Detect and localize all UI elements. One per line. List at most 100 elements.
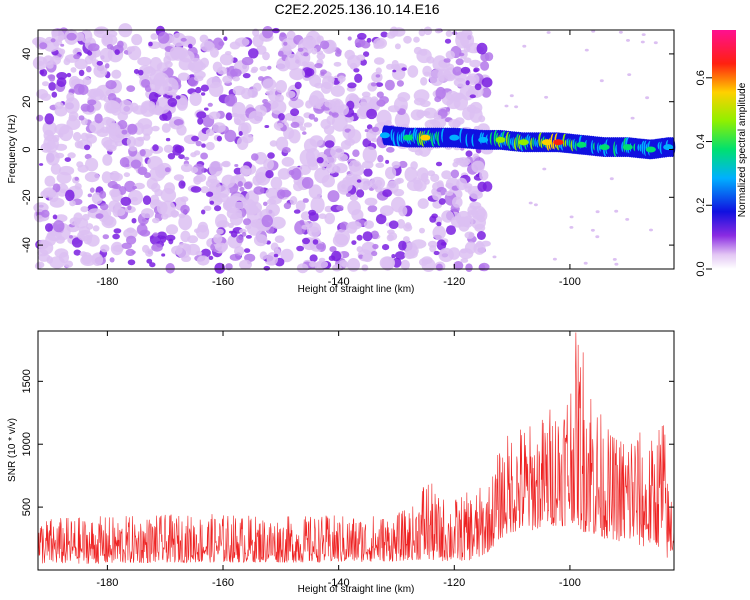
spectrogram-noise-cell (109, 257, 115, 263)
spectrogram-noise-cell (139, 149, 146, 157)
spectrogram-noise-cell (336, 49, 342, 54)
spectrogram-noise-cell (452, 66, 463, 76)
spectrogram-noise-cell (320, 81, 332, 94)
spectrogram-noise-cell (96, 60, 104, 66)
spectrogram-noise-cell (446, 225, 456, 236)
spectrogram-noise-cell (84, 153, 92, 160)
spectrogram-noise-cell (78, 69, 85, 77)
spectrogram-noise-cell (473, 125, 480, 131)
spectrogram-noise-cell (183, 243, 192, 252)
spectrogram-noise-cell (289, 68, 305, 81)
spectrogram-noise-cell (308, 113, 315, 120)
spectrogram-noise-cell (190, 61, 206, 72)
spectrogram-noise-cell (276, 122, 284, 129)
spectrogram-noise-cell (481, 77, 493, 88)
spectrogram-noise-cell (64, 260, 74, 268)
spectrogram-noise-cell (125, 248, 135, 256)
spectrogram-noise-cell (141, 218, 147, 222)
spectrogram-noise-cell (330, 85, 345, 97)
spectrogram-noise-cell (379, 205, 394, 216)
spectrogram-noise-cell (533, 203, 538, 207)
spectrogram-noise-cell (372, 126, 379, 133)
spectrogram-noise-cell (282, 147, 291, 154)
spectrogram-noise-cell (80, 132, 89, 141)
spectrogram-noise-cell (263, 265, 271, 271)
spectrogram-noise-cell (141, 124, 153, 136)
spectrogram-noise-cell (111, 69, 122, 79)
spectrogram-noise-cell (333, 163, 348, 174)
spectrogram-noise-cell (324, 205, 333, 213)
y-tick-label: 500 (21, 498, 33, 516)
spectrogram-noise-cell (391, 254, 396, 259)
spectrogram-noise-cell (215, 213, 228, 229)
spectrogram-noise-cell (36, 89, 49, 99)
colorbar-tick-label: 0.6 (695, 70, 707, 85)
spectrogram-noise-cell (48, 82, 57, 91)
spectrogram-noise-cell (345, 173, 358, 182)
spectrogram-noise-cell (205, 128, 215, 136)
spectrogram-noise-cell (290, 121, 300, 128)
spectrogram-noise-cell (404, 242, 418, 254)
spectrogram-noise-cell (195, 86, 202, 94)
spectrogram-noise-cell (239, 259, 252, 270)
x-tick-label: -140 (328, 276, 350, 288)
spectrogram-noise-cell (283, 41, 288, 46)
spectrogram-noise-cell (94, 113, 103, 124)
spectrogram-noise-cell (200, 40, 215, 52)
spectrogram-noise-cell (56, 72, 68, 80)
spectrogram-peak (553, 139, 564, 146)
spectrogram-noise-cell (366, 37, 372, 43)
spectrogram-noise-cell (92, 225, 100, 232)
spectrogram-noise-cell (423, 26, 433, 36)
spectrogram-noise-cell (100, 203, 109, 211)
spectrogram-noise-cell (79, 251, 87, 257)
spectrogram-noise-cell (281, 156, 295, 167)
spectrogram-noise-cell (174, 145, 185, 154)
spectrogram-noise-cell (171, 245, 183, 255)
spectrogram-noise-cell (136, 223, 148, 236)
spectrogram-peak (599, 144, 610, 151)
x-tick-label: -120 (443, 577, 465, 589)
spectrogram-noise-cell (458, 248, 474, 260)
spectrogram-noise-cell (70, 67, 77, 73)
spectrogram-noise-cell (392, 69, 397, 73)
spectrogram-noise-cell (200, 152, 209, 160)
spectrogram-noise-cell (205, 141, 215, 151)
spectrogram-noise-cell (395, 251, 406, 260)
spectrogram-noise-cell (125, 163, 130, 168)
spectrogram-noise-cell (74, 176, 79, 181)
spectrogram-noise-cell (78, 115, 85, 121)
spectrogram-noise-cell (590, 228, 595, 232)
spectrogram-noise-cell (469, 59, 482, 68)
spectrogram-noise-cell (282, 44, 292, 52)
spectrogram-noise-cell (297, 47, 304, 52)
snr-panel: -180 -160 -140 -120 -100 500 1000 1500 Height … (7, 330, 675, 595)
spectrogram-noise-cell (367, 205, 378, 213)
spectrogram-ylabel: Frequency (Hz) (7, 115, 18, 184)
y-tick-label: 40 (21, 48, 33, 60)
spectrogram-noise-cell (193, 75, 204, 82)
spectrogram-noise-cell (645, 96, 650, 100)
spectrogram-noise-cell (74, 58, 88, 70)
spectrogram-noise-cell (377, 154, 384, 163)
spectrogram-noise-cell (265, 170, 274, 179)
spectrogram-noise-cell (245, 235, 252, 239)
spectrogram-noise-cell (180, 163, 193, 173)
spectrogram-noise-cell (193, 175, 202, 185)
spectrogram-noise-cell (264, 125, 270, 128)
spectrogram-noise-cell (630, 116, 635, 120)
spectrogram-noise-cell (303, 122, 313, 128)
spectrogram-noise-cell (283, 202, 292, 210)
spectrogram-noise-cell (311, 262, 318, 267)
spectrogram-noise-cell (133, 69, 140, 74)
spectrogram-noise-cell (73, 83, 85, 95)
spectrogram-noise-cell (327, 190, 340, 203)
spectrogram-noise-cell (86, 66, 92, 73)
spectrogram-noise-cell (475, 240, 484, 249)
spectrogram-noise-cell (234, 164, 239, 167)
spectrogram-noise-cell (384, 79, 395, 91)
spectrogram-noise-cell (46, 139, 56, 150)
spectrogram-noise-cell (279, 32, 286, 38)
spectrogram-noise-cell (277, 50, 284, 57)
